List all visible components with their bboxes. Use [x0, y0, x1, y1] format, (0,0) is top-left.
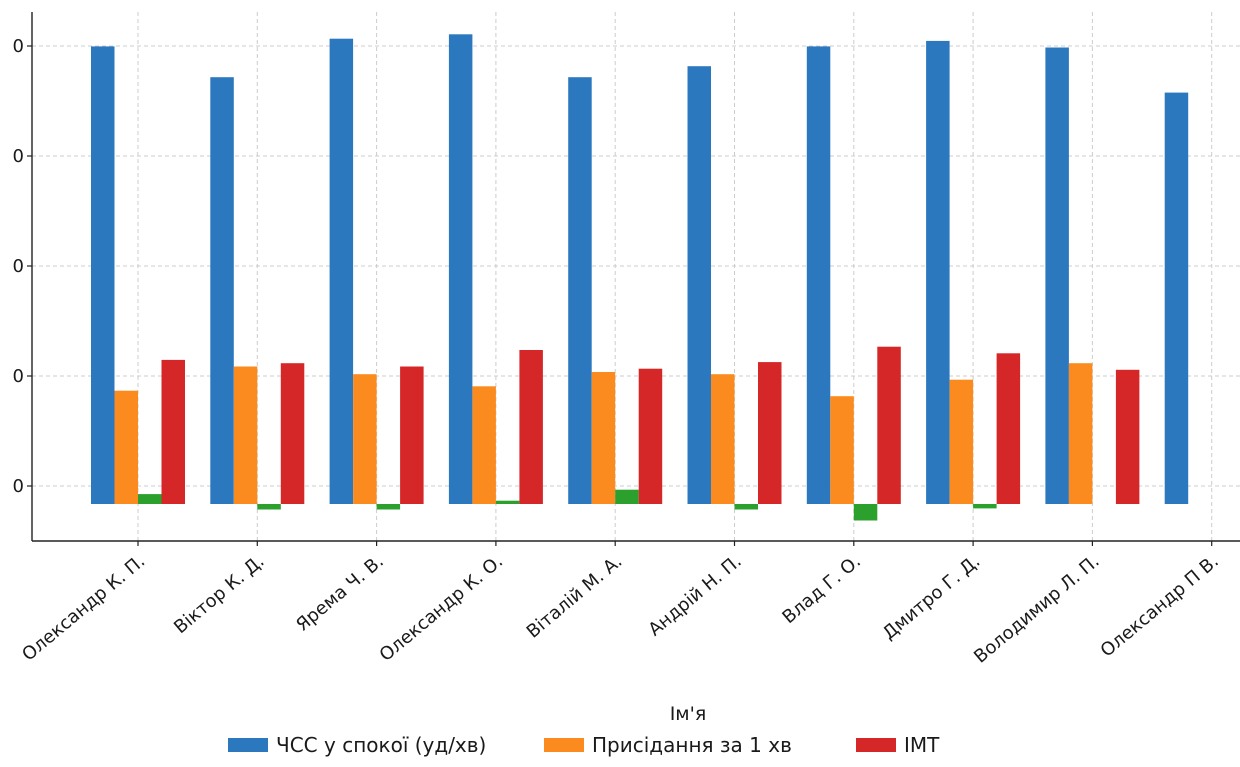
bar — [949, 379, 974, 504]
bar — [853, 504, 878, 521]
bar — [448, 34, 473, 505]
bar — [329, 38, 354, 504]
bar — [519, 350, 543, 504]
y-tick-label: 0 — [13, 146, 24, 167]
x-tick-label: Віталій М. А. — [523, 551, 627, 643]
bar — [138, 494, 162, 504]
x-ticks: Олександр К. П. Віктор К. Д. Ярема Ч. В.Ол… — [18, 541, 1223, 668]
x-tick-label: Андрій Н. П. — [644, 551, 745, 641]
bar — [376, 504, 401, 510]
x-tick-label: Дмитро Г. Д. — [879, 551, 985, 644]
bar — [734, 504, 758, 510]
legend-label: ЧСС у спокої (уд/хв) — [276, 733, 486, 757]
bar — [233, 366, 258, 504]
bar — [926, 40, 950, 505]
bars — [91, 34, 1189, 521]
y-tick-label: 0 — [13, 36, 24, 57]
y-tick-label: 0 — [13, 476, 24, 497]
bar — [687, 66, 711, 504]
bar — [1115, 369, 1140, 504]
bar — [472, 386, 496, 504]
x-tick-label: Ярема Ч. В. — [292, 551, 388, 636]
bar — [495, 500, 520, 504]
bar — [615, 489, 639, 504]
y-ticks: 0 0 0 0 0 — [13, 36, 32, 497]
bar — [711, 374, 735, 504]
x-tick-label: Олександр К. О. — [376, 551, 507, 666]
bar — [161, 359, 185, 504]
bar — [91, 46, 115, 505]
legend-swatch — [544, 738, 584, 752]
legend-label: ІМТ — [904, 733, 940, 757]
x-tick-label: Олександр К. П. — [18, 551, 149, 666]
legend-swatch — [228, 738, 268, 752]
bar — [400, 366, 424, 504]
axes — [31, 12, 1240, 542]
bar — [877, 346, 901, 504]
x-tick-label: Влад Г. О. — [778, 551, 865, 628]
legend: ЧСС у спокої (уд/хв) Присідання за 1 хв ІМ… — [228, 733, 940, 757]
bar — [638, 368, 663, 504]
x-tick-label: Віктор К. Д. — [170, 551, 268, 638]
bar — [758, 362, 782, 504]
y-tick-label: 0 — [13, 256, 24, 277]
bar — [973, 504, 997, 509]
bar — [996, 353, 1021, 504]
bar — [257, 504, 281, 510]
bar — [1045, 47, 1069, 504]
bar — [210, 77, 234, 504]
x-tick-label: Олександр П В. — [1097, 551, 1223, 662]
x-tick-label: Володимир Л. П. — [970, 551, 1104, 668]
bar — [353, 374, 377, 504]
y-tick-label: 0 — [13, 366, 24, 387]
x-axis-title: Ім'я — [670, 703, 707, 725]
bar — [280, 363, 305, 504]
bar — [568, 77, 592, 504]
bar — [806, 46, 831, 505]
legend-label: Присідання за 1 хв — [592, 733, 792, 757]
bar — [591, 372, 616, 504]
legend-swatch — [856, 738, 896, 752]
bar — [1068, 363, 1093, 504]
bar — [830, 396, 854, 504]
bar — [1164, 92, 1189, 504]
gridlines — [32, 12, 1240, 541]
bar — [114, 390, 138, 504]
